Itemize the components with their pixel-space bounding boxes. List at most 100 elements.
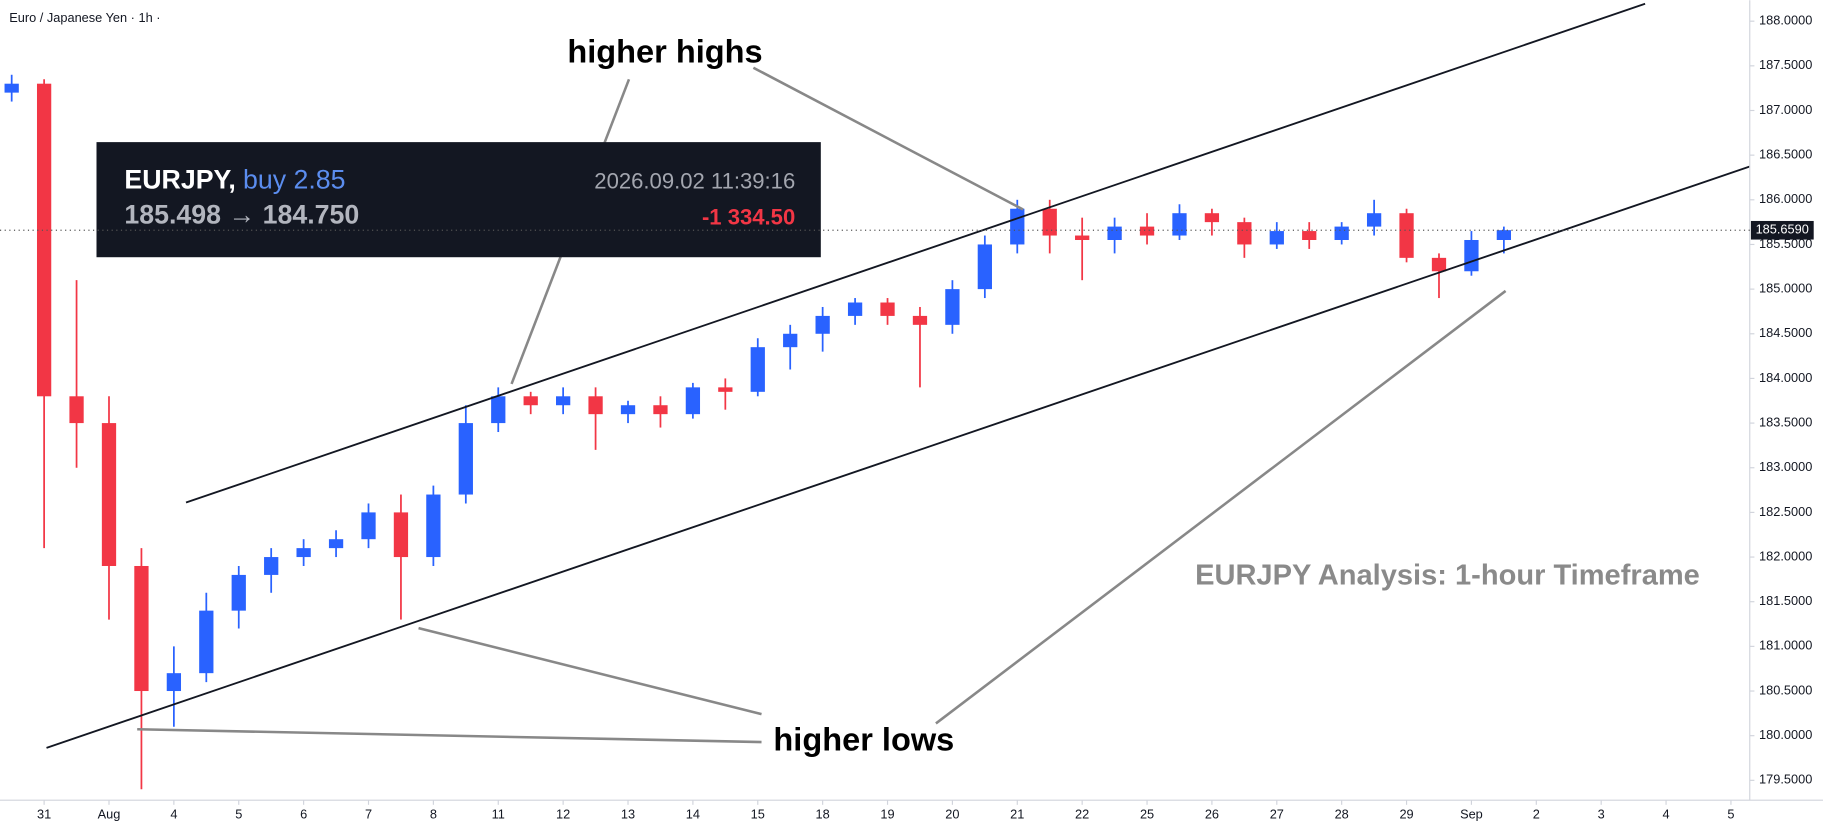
candle-body [783,333,798,348]
x-tick-label: 14 [686,807,700,822]
trade-panel [96,142,821,258]
candle-body [69,396,84,424]
y-tick-label: 181.0000 [1759,638,1812,653]
candle-body [1204,213,1220,223]
candle-body [588,396,603,415]
candle-body [4,83,19,93]
y-tick-label: 181.5000 [1759,593,1812,608]
candle-body [426,494,441,558]
y-tick-label: 184.5000 [1759,325,1812,340]
candle-body [556,396,571,406]
candle-body [393,512,409,558]
x-tick-label: 5 [235,807,242,822]
x-tick-label: 28 [1335,807,1349,822]
x-tick-label: 11 [492,807,505,822]
x-tick-label: Aug [98,807,121,822]
candle-body [328,539,344,549]
x-tick-label: 7 [365,807,372,822]
annotation: higher lows [773,722,954,758]
annotation: EURJPY Analysis: 1-hour Timeframe [1195,560,1700,592]
x-tick-label: 31 [37,807,51,822]
x-tick-label: Sep [1460,807,1483,822]
x-tick-label: 6 [300,807,307,822]
x-tick-label: 19 [880,807,894,822]
x-tick-label: 25 [1140,807,1154,822]
lower-trend-line [46,165,1751,749]
candle-body [1010,208,1025,245]
candle-body [750,347,765,392]
candle-body [166,673,182,692]
candle-body [264,557,279,575]
upper-trend-line [185,2,1646,504]
x-tick-label: 22 [1075,807,1089,822]
trade-side: buy 2.85 [243,165,346,195]
candle-body [1431,257,1447,272]
x-tick-label: 27 [1270,807,1284,822]
candle-body [1139,226,1155,236]
pointer-line [137,727,762,744]
y-tick-label: 187.0000 [1759,102,1812,117]
annotation: higher highs [567,33,762,69]
candles [4,74,1512,790]
candle-body [912,315,928,325]
y-tick-label: 184.0000 [1759,370,1812,385]
x-tick-label: 13 [621,807,635,822]
y-tick-label: 187.5000 [1759,57,1812,72]
candle-body [718,387,733,392]
trade-time: 2026.09.02 11:39:16 [594,169,795,194]
candle-body [1399,213,1414,258]
pointer-line [752,66,1024,211]
candle-body [1172,213,1187,236]
candle-body [1366,213,1382,227]
pointer-lines [137,66,1507,744]
candle-body [1042,208,1057,236]
candle-body [1237,222,1252,245]
x-tick-label: 29 [1399,807,1413,822]
last-price-box [1750,220,1814,240]
candle-body [36,83,52,397]
trade-symbol: EURJPY, [124,165,235,195]
y-tick-label: 180.0000 [1759,727,1812,742]
candle-body [101,423,117,566]
candle-body [685,387,701,415]
y-tick-label: 182.0000 [1759,548,1812,563]
x-tick-label: 3 [1598,807,1605,822]
candle-body [847,302,863,316]
price-axis [1749,0,1823,833]
x-tick-label: 21 [1010,807,1024,822]
x-tick-label: 20 [945,807,959,822]
y-tick-label: 183.0000 [1759,459,1812,474]
candle-body [361,512,376,540]
y-tick-label: 186.5000 [1759,147,1812,162]
y-tick-label: 182.5000 [1759,504,1812,519]
y-tick-label: 180.5000 [1759,682,1812,697]
candle-body [1464,239,1479,272]
candle-body [815,315,830,334]
x-tick-label: 2 [1533,807,1540,822]
last-price-label: 185.6590 [1756,222,1809,237]
candle-body [1334,226,1349,240]
x-tick-label: 4 [170,807,177,822]
candle-body [1302,231,1317,240]
candle-body [620,405,636,415]
candle-body [1075,235,1090,240]
candle-body [296,548,311,558]
y-tick-label: 183.5000 [1759,414,1812,429]
candle-body [1496,230,1512,240]
trade-pnl: -1 334.50 [702,205,795,230]
candle-body [231,574,246,611]
x-tick-label: 18 [816,807,830,822]
candle-body [1107,226,1122,240]
candle-body [491,396,506,424]
x-tick-label: 26 [1205,807,1219,822]
pointer-line [418,626,762,716]
y-tick-label: 185.0000 [1759,280,1812,295]
candle-body [653,405,668,415]
candle-body [458,423,473,495]
candle-body [134,565,149,692]
x-tick-label: 5 [1727,807,1734,822]
candle-body [1269,231,1284,245]
y-tick-label: 185.5000 [1759,236,1812,251]
